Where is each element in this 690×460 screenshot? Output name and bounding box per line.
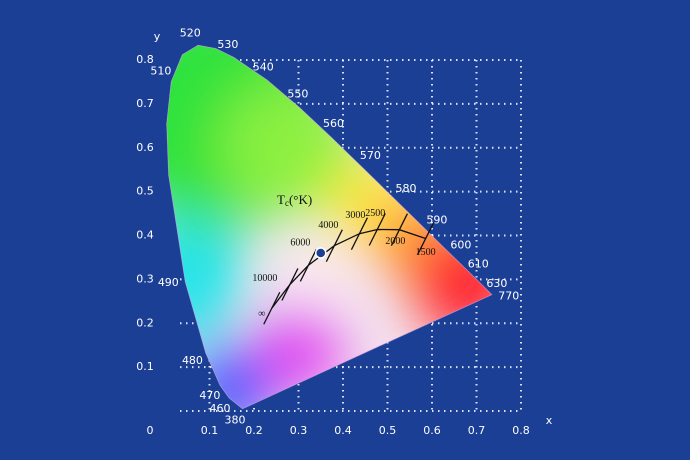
x-tick-label: 0.1 <box>201 424 219 437</box>
y-tick-label: 0.5 <box>136 185 154 198</box>
wavelength-label: 540 <box>253 60 274 73</box>
temperature-tick-label: ∞ <box>258 309 265 320</box>
wavelength-label: 770 <box>498 290 519 303</box>
temperature-tick-label: 1500 <box>416 247 436 258</box>
wavelength-label: 510 <box>150 65 171 78</box>
y-tick-label: 0.1 <box>136 360 154 373</box>
wavelength-label: 560 <box>323 117 344 130</box>
x-tick-label: 0.6 <box>423 424 441 437</box>
isotherm <box>299 249 317 282</box>
wavelength-label: 600 <box>450 239 471 252</box>
isotherm <box>325 229 343 262</box>
isotherm <box>390 213 408 246</box>
spectral-locus <box>166 44 493 410</box>
x-tick-label: 0 <box>147 424 154 437</box>
x-tick-label: 0.3 <box>290 424 308 437</box>
wavelength-label: 380 <box>225 413 246 426</box>
y-tick-label: 0.6 <box>136 141 154 154</box>
wavelength-label: 520 <box>180 27 201 40</box>
temperature-tick-label: 3000 <box>345 210 365 221</box>
temperature-tick-label: 2000 <box>385 236 405 247</box>
y-tick-label: 0.4 <box>136 229 154 242</box>
wavelength-label: 630 <box>486 277 507 290</box>
y-tick-label: 0.8 <box>136 53 154 66</box>
y-tick-label: 0.3 <box>136 272 154 285</box>
wavelength-label: 580 <box>396 182 417 195</box>
wavelength-label: 490 <box>158 276 179 289</box>
x-tick-label: 0.2 <box>245 424 263 437</box>
temperature-tick-label: 4000 <box>318 220 338 231</box>
x-tick-label: 0.4 <box>334 424 352 437</box>
temperature-tick-label: 10000 <box>252 273 277 284</box>
wavelength-label: 480 <box>182 354 203 367</box>
isotherm <box>368 213 386 246</box>
x-tick-label: 0.7 <box>468 424 486 437</box>
color-blob <box>253 304 344 395</box>
color-blob <box>166 219 248 340</box>
x-tick-label: 0.5 <box>379 424 397 437</box>
temp-symbol: T <box>277 192 285 207</box>
y-axis-label: y <box>154 30 161 43</box>
white-point <box>315 247 327 259</box>
color-blob <box>412 228 492 339</box>
plot: 0 0.1 0.2 0.3 0.4 0.5 0.6 0.7 0.8 0.1 0.2 0.3 0.4 0.5… <box>136 27 530 437</box>
temperature-tick-label: 2500 <box>365 208 385 219</box>
isotherm <box>281 268 299 301</box>
wavelength-label: 550 <box>287 87 308 100</box>
wavelength-label: 470 <box>199 389 220 402</box>
wavelength-label: 610 <box>468 257 489 270</box>
wavelength-label: 590 <box>426 213 447 226</box>
y-tick-label: 0.2 <box>136 316 154 329</box>
wavelength-label: 570 <box>360 149 381 162</box>
temp-subscript: c <box>285 198 289 208</box>
planckian-locus <box>271 228 426 309</box>
wavelength-label: 530 <box>217 38 238 51</box>
temperature-tick-label: 6000 <box>290 238 310 249</box>
isotherm <box>350 217 369 250</box>
temp-unit: (°K) <box>289 192 312 207</box>
temperature-label: Tc(°K) <box>277 192 312 208</box>
x-tick-label: 0.8 <box>512 424 530 437</box>
x-axis-label: x <box>546 414 553 427</box>
isotherm <box>263 291 281 325</box>
wavelength-label: 460 <box>210 402 231 415</box>
y-tick-label: 0.7 <box>136 97 154 110</box>
isotherm <box>417 222 435 255</box>
color-blob <box>281 244 342 305</box>
